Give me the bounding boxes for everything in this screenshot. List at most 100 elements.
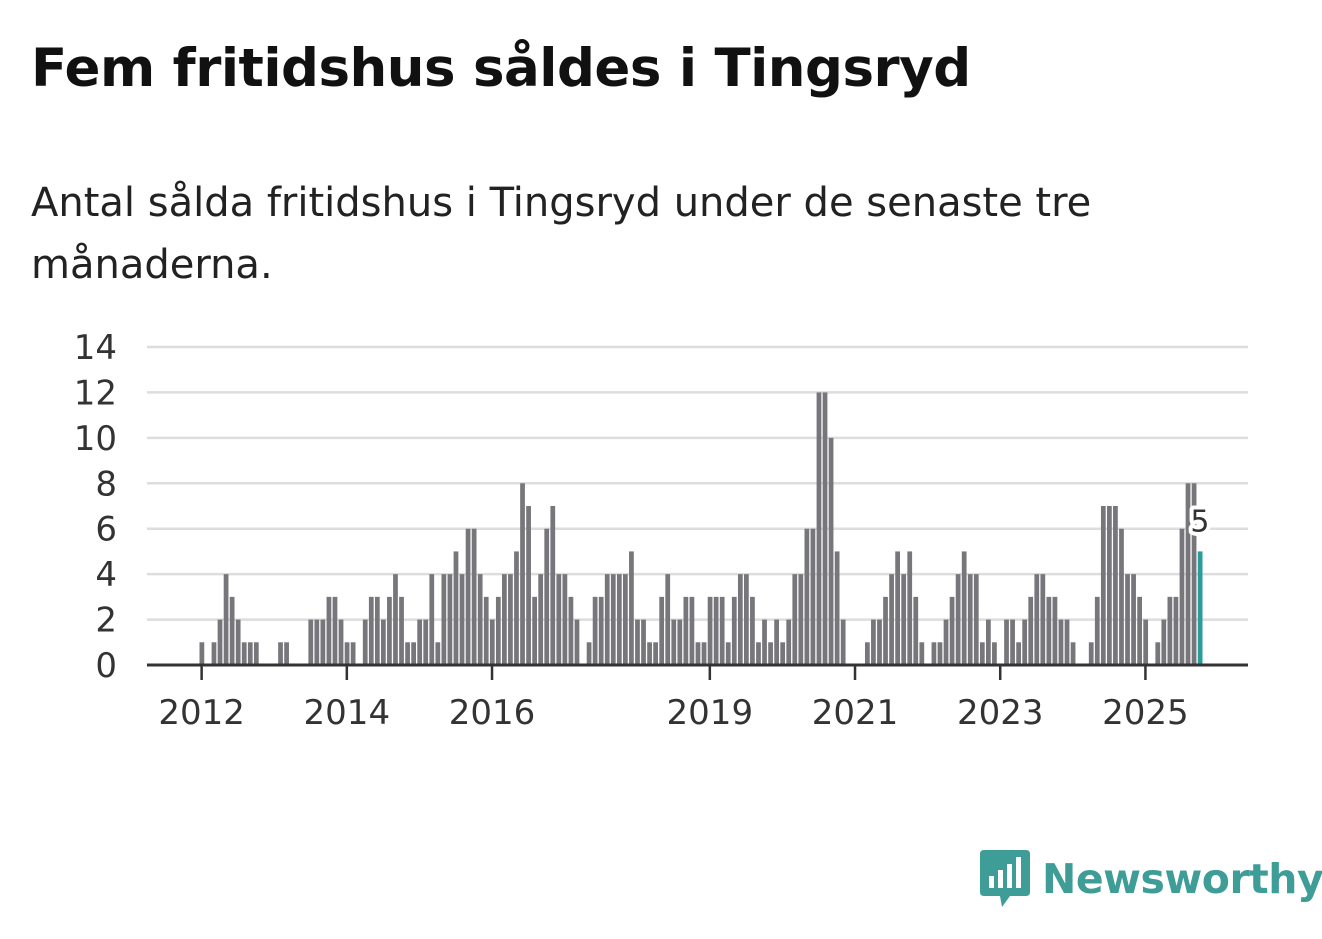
bar xyxy=(241,642,247,665)
bar xyxy=(471,528,477,665)
bar xyxy=(459,574,465,665)
bar xyxy=(453,551,459,665)
bar xyxy=(308,619,314,665)
bar xyxy=(641,619,646,665)
bar xyxy=(441,574,447,665)
bar xyxy=(992,642,997,665)
bar xyxy=(604,574,610,665)
x-tick-label: 2023 xyxy=(957,693,1044,733)
bar xyxy=(792,574,798,665)
bar xyxy=(961,551,967,665)
bar xyxy=(1100,506,1106,665)
y-tick-label: 12 xyxy=(74,373,117,413)
bar xyxy=(1088,642,1094,665)
bar xyxy=(332,596,338,665)
bar xyxy=(399,596,404,665)
bar xyxy=(780,642,786,665)
bar xyxy=(217,619,223,665)
bar xyxy=(532,596,537,665)
bar xyxy=(1167,596,1173,665)
newsworthy-logo-icon xyxy=(980,850,1030,907)
bar xyxy=(1143,619,1149,665)
bar xyxy=(840,619,846,665)
bar xyxy=(701,642,707,665)
bar xyxy=(901,574,907,665)
bar xyxy=(834,551,840,665)
brand-name: Newsworthy xyxy=(1042,855,1322,903)
bar xyxy=(750,596,755,665)
bar xyxy=(374,596,380,665)
bar xyxy=(247,642,253,665)
y-tick-label: 10 xyxy=(74,419,117,459)
bar xyxy=(1107,506,1112,665)
bar xyxy=(387,596,392,665)
bar xyxy=(465,528,471,665)
y-tick-label: 6 xyxy=(95,510,117,550)
x-tick-label: 2019 xyxy=(667,693,754,733)
bar xyxy=(973,574,979,665)
annotations: 5 xyxy=(1186,500,1213,543)
bar xyxy=(514,551,519,665)
bar xyxy=(1022,619,1028,665)
gridlines xyxy=(147,345,1248,621)
bar xyxy=(865,642,870,665)
bar xyxy=(314,619,320,665)
bar xyxy=(477,574,483,665)
bar xyxy=(1010,619,1015,665)
bar xyxy=(756,642,761,665)
bar xyxy=(889,574,894,665)
bar xyxy=(1173,596,1179,665)
bar xyxy=(1119,528,1124,665)
bar xyxy=(979,642,985,665)
x-tick-label: 2012 xyxy=(158,693,245,733)
bar xyxy=(483,596,489,665)
bar xyxy=(344,642,350,665)
bar xyxy=(653,642,658,665)
bar xyxy=(489,619,495,665)
bar xyxy=(1016,642,1021,665)
bar xyxy=(526,506,531,665)
brand-logo: Newsworthy xyxy=(980,850,1322,908)
bar xyxy=(350,642,356,665)
bar xyxy=(1034,574,1040,665)
bar xyxy=(1046,596,1052,665)
bar xyxy=(931,642,937,665)
bar xyxy=(544,528,550,665)
bar xyxy=(689,596,695,665)
bar xyxy=(695,642,701,665)
bar xyxy=(1131,574,1136,665)
y-tick-label: 14 xyxy=(74,328,117,368)
bar xyxy=(320,619,326,665)
bar xyxy=(235,619,241,665)
bar xyxy=(326,596,332,665)
y-tick-label: 8 xyxy=(95,464,117,504)
chart-subtitle: Antal sålda fritidshus i Tingsryd under … xyxy=(31,180,1092,288)
bar xyxy=(568,596,574,665)
bar xyxy=(798,574,804,665)
bar xyxy=(1179,528,1185,665)
bar xyxy=(520,483,525,665)
bar xyxy=(598,596,604,665)
bar xyxy=(223,574,229,665)
y-tick-label: 0 xyxy=(95,646,117,686)
bar xyxy=(556,574,562,665)
bar xyxy=(1191,483,1197,665)
bar xyxy=(822,392,828,665)
bar xyxy=(417,619,423,665)
bar xyxy=(381,619,386,665)
bar xyxy=(623,574,628,665)
bar xyxy=(629,551,634,665)
bar xyxy=(713,596,719,665)
bar xyxy=(768,642,773,665)
bar xyxy=(719,596,725,665)
bar xyxy=(677,619,683,665)
bar xyxy=(937,642,943,665)
bar xyxy=(810,528,816,665)
bar xyxy=(883,596,888,665)
bar xyxy=(683,596,689,665)
bar xyxy=(368,596,374,665)
bar xyxy=(907,551,913,665)
bar xyxy=(508,574,513,665)
data-label-highlight: 5 xyxy=(1190,504,1209,539)
